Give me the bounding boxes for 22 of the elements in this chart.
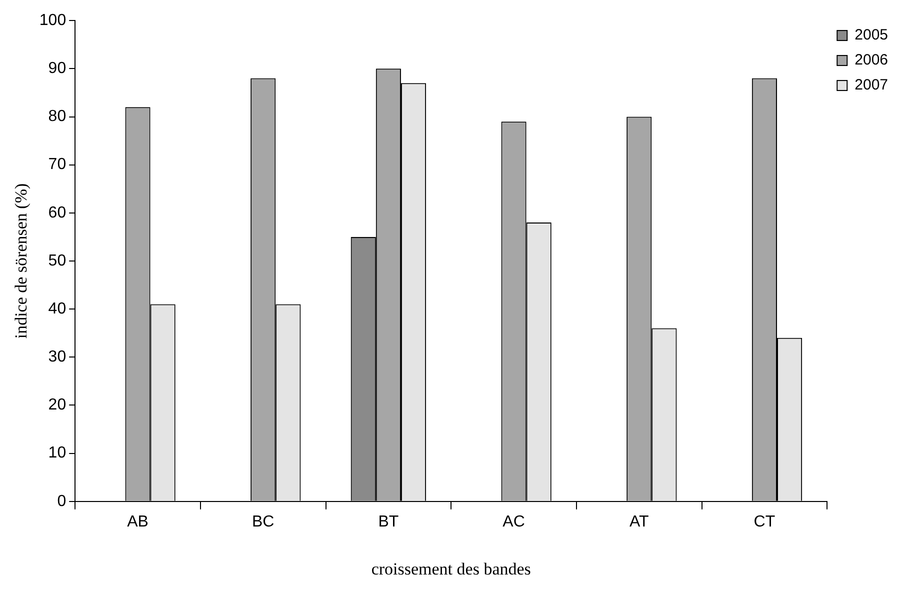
y-tick-label: 20 xyxy=(48,396,66,414)
x-axis-title: croissement des bandes xyxy=(371,559,531,578)
legend-label: 2005 xyxy=(854,26,888,44)
y-tick-label: 50 xyxy=(48,252,66,270)
x-tick-label: BC xyxy=(252,513,274,530)
legend-label: 2006 xyxy=(854,52,888,69)
x-tick-label: BT xyxy=(378,513,399,530)
y-tick-label: 60 xyxy=(48,204,66,222)
x-tick-label: AC xyxy=(502,513,525,530)
y-tick-label: 0 xyxy=(57,492,66,510)
y-tick-label: 10 xyxy=(48,444,66,462)
x-tick-label: AB xyxy=(127,513,148,530)
y-tick-label: 40 xyxy=(48,300,66,318)
y-axis-title: indice de sörensen (%) xyxy=(12,183,31,339)
y-tick-label: 100 xyxy=(39,12,66,30)
x-tick-label: AT xyxy=(629,513,649,530)
legend-label: 2007 xyxy=(854,76,888,94)
x-tick-label: CT xyxy=(754,513,776,530)
y-tick-label: 70 xyxy=(48,156,66,174)
y-tick-label: 80 xyxy=(48,108,66,126)
y-tick-label: 30 xyxy=(48,348,66,366)
y-tick-label: 90 xyxy=(48,60,66,78)
